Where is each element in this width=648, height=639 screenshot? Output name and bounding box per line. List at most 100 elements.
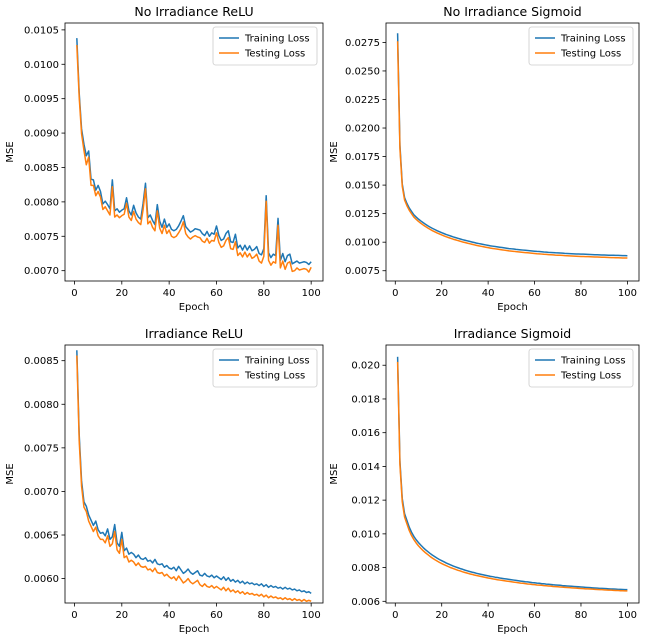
y-tick-label: 0.016 bbox=[351, 428, 380, 439]
x-tick-label: 100 bbox=[302, 288, 321, 299]
y-tick-label: 0.0075 bbox=[24, 232, 59, 243]
y-tick-label: 0.006 bbox=[351, 597, 380, 608]
x-tick-label: 60 bbox=[528, 288, 541, 299]
chart-title: Irradiance ReLU bbox=[145, 326, 243, 341]
chart-title: No Irradiance Sigmoid bbox=[443, 4, 581, 19]
y-tick-label: 0.010 bbox=[351, 529, 380, 540]
y-tick-label: 0.0225 bbox=[345, 95, 380, 106]
y-tick-label: 0.0200 bbox=[345, 124, 380, 135]
y-tick-label: 0.0070 bbox=[24, 266, 59, 277]
x-tick-label: 80 bbox=[575, 288, 588, 299]
y-tick-label: 0.0100 bbox=[345, 238, 380, 249]
axes-frame bbox=[385, 344, 640, 604]
y-tick-label: 0.0080 bbox=[24, 400, 59, 411]
y-tick-label: 0.018 bbox=[351, 394, 380, 405]
legend-box bbox=[528, 348, 634, 388]
x-tick-label: 80 bbox=[257, 610, 270, 621]
legend: Training Loss Testing Loss bbox=[212, 348, 318, 388]
y-tick-label: 0.0150 bbox=[345, 181, 380, 192]
y-tick-label: 0.0105 bbox=[24, 25, 59, 36]
y-tick-label: 0.0085 bbox=[24, 163, 59, 174]
series-line-testing bbox=[396, 361, 628, 592]
axes-frame bbox=[64, 344, 324, 604]
y-axis-label: MSE bbox=[5, 463, 16, 484]
chart-title: No Irradiance ReLU bbox=[134, 4, 253, 19]
y-tick-label: 0.0065 bbox=[24, 531, 59, 542]
legend-box bbox=[528, 26, 634, 66]
legend: Training Loss Testing Loss bbox=[528, 348, 634, 388]
series-line-testing bbox=[76, 355, 312, 603]
legend-box bbox=[212, 26, 318, 66]
series-line-training bbox=[396, 356, 628, 591]
y-axis-label: MSE bbox=[5, 141, 16, 162]
x-axis-label: Epoch bbox=[497, 624, 528, 635]
legend-label: Testing Loss bbox=[244, 49, 305, 60]
legend-box bbox=[212, 348, 318, 388]
axes-frame bbox=[64, 22, 324, 282]
y-tick-label: 0.0095 bbox=[24, 94, 59, 105]
x-tick-label: 0 bbox=[392, 288, 398, 299]
y-tick-label: 0.0085 bbox=[24, 356, 59, 367]
y-tick-label: 0.0075 bbox=[24, 443, 59, 454]
x-tick-label: 0 bbox=[392, 610, 398, 621]
x-tick-label: 0 bbox=[71, 610, 77, 621]
y-tick-label: 0.020 bbox=[351, 361, 380, 372]
legend-label: Training Loss bbox=[560, 34, 626, 45]
x-axis-label: Epoch bbox=[179, 624, 210, 635]
y-tick-label: 0.0125 bbox=[345, 209, 380, 220]
series-line-testing bbox=[396, 41, 628, 259]
y-tick-label: 0.0250 bbox=[345, 66, 380, 77]
y-tick-label: 0.0100 bbox=[24, 60, 59, 71]
series-line-training bbox=[76, 350, 312, 595]
y-tick-label: 0.0275 bbox=[345, 38, 380, 49]
legend-label: Testing Loss bbox=[560, 49, 621, 60]
legend-label: Testing Loss bbox=[560, 371, 621, 382]
x-tick-label: 80 bbox=[257, 288, 270, 299]
y-tick-label: 0.0060 bbox=[24, 574, 59, 585]
legend-label: Training Loss bbox=[560, 356, 626, 367]
x-tick-label: 100 bbox=[618, 288, 637, 299]
x-tick-label: 100 bbox=[618, 610, 637, 621]
x-tick-label: 60 bbox=[210, 610, 223, 621]
x-tick-label: 40 bbox=[482, 610, 495, 621]
y-tick-label: 0.0070 bbox=[24, 487, 59, 498]
x-tick-label: 20 bbox=[435, 288, 448, 299]
x-tick-label: 20 bbox=[115, 610, 128, 621]
x-axis-label: Epoch bbox=[179, 302, 210, 313]
legend-label: Training Loss bbox=[244, 34, 310, 45]
series-line-training bbox=[76, 38, 312, 266]
chart-title: Irradiance Sigmoid bbox=[454, 326, 572, 341]
legend: Training Loss Testing Loss bbox=[212, 26, 318, 66]
x-tick-label: 40 bbox=[163, 288, 176, 299]
y-tick-label: 0.014 bbox=[351, 462, 380, 473]
y-tick-label: 0.012 bbox=[351, 496, 380, 507]
series-line-training bbox=[396, 33, 628, 257]
x-tick-label: 40 bbox=[482, 288, 495, 299]
x-tick-label: 20 bbox=[435, 610, 448, 621]
subplot-no-irradiance-sigmoid: No Irradiance Sigmoid 0 20 40 60 80 100 0.0075 0… bbox=[329, 4, 640, 313]
y-tick-label: 0.0080 bbox=[24, 197, 59, 208]
x-tick-label: 40 bbox=[163, 610, 176, 621]
legend-label: Testing Loss bbox=[244, 371, 305, 382]
axes-frame bbox=[385, 22, 640, 282]
x-tick-label: 0 bbox=[71, 288, 77, 299]
subplot-irradiance-relu: Irradiance ReLU 0 20 40 60 80 100 0.0060 0.0065 0… bbox=[5, 326, 324, 635]
y-tick-label: 0.008 bbox=[351, 563, 380, 574]
legend-label: Training Loss bbox=[244, 356, 310, 367]
subplot-irradiance-sigmoid: Irradiance Sigmoid 0 20 40 60 80 100 0.006 0.008… bbox=[329, 326, 640, 635]
y-tick-label: 0.0175 bbox=[345, 152, 380, 163]
y-axis-label: MSE bbox=[329, 463, 340, 484]
x-tick-label: 20 bbox=[115, 288, 128, 299]
x-axis-label: Epoch bbox=[497, 302, 528, 313]
subplot-no-irradiance-relu: No Irradiance ReLU 0 20 40 60 80 100 0.0070 0.00… bbox=[5, 4, 324, 313]
x-tick-label: 60 bbox=[528, 610, 541, 621]
legend: Training Loss Testing Loss bbox=[528, 26, 634, 66]
x-tick-label: 60 bbox=[210, 288, 223, 299]
y-tick-label: 0.0090 bbox=[24, 129, 59, 140]
x-tick-label: 80 bbox=[575, 610, 588, 621]
series-line-testing bbox=[76, 44, 312, 273]
y-axis-label: MSE bbox=[329, 141, 340, 162]
x-tick-label: 100 bbox=[302, 610, 321, 621]
y-tick-label: 0.0075 bbox=[345, 266, 380, 277]
